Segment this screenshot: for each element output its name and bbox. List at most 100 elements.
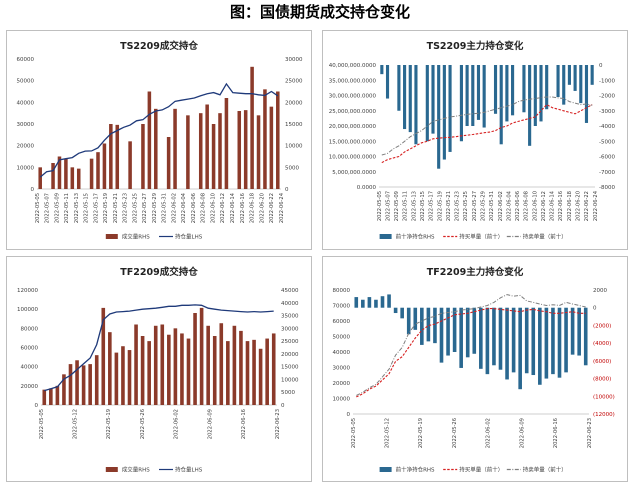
bar: [397, 65, 401, 111]
x-tick-label: 2022-06-02: [486, 418, 492, 448]
bar: [562, 65, 566, 105]
bar: [406, 307, 411, 335]
bar: [55, 385, 60, 405]
y-left-tick-label: 0: [35, 403, 39, 409]
bar: [551, 307, 555, 375]
bar: [186, 115, 190, 189]
bar: [518, 307, 522, 390]
y-left-tick-label: 40000: [333, 350, 351, 356]
bar: [94, 355, 99, 405]
x-tick-label: 2022-05-27: [142, 193, 148, 223]
y-right-tick-label: 30000: [281, 326, 299, 332]
bar: [437, 65, 441, 169]
bar: [433, 307, 437, 344]
x-tick-label: 2022-05-12: [385, 418, 391, 448]
bar: [476, 65, 481, 120]
bar: [109, 124, 113, 189]
bar: [76, 168, 81, 189]
x-tick-label: 2022-06-14: [550, 190, 556, 221]
bar: [102, 143, 107, 189]
x-tick-label: 2022-06-12: [220, 193, 226, 223]
y-left-tick-label: 20,000,000.0000: [329, 124, 377, 130]
x-tick-label: 2022-06-09: [519, 418, 525, 448]
y-left-tick-label: 35,000,000.0000: [329, 78, 377, 84]
y-left-tick-label: 10000: [17, 165, 35, 171]
bar: [237, 111, 242, 189]
y-right-tick-label: 5000: [285, 165, 299, 171]
bar: [425, 65, 429, 142]
bar: [522, 65, 526, 113]
bar: [205, 104, 209, 189]
bar: [88, 364, 92, 405]
bar: [420, 307, 424, 345]
y-right-tick-label: 15000: [281, 365, 299, 371]
y-right-tick-label: -5000: [599, 139, 615, 145]
bar: [482, 65, 486, 128]
x-tick-label: 2022-05-07: [385, 191, 391, 221]
x-tick-label: 2022-05-13: [411, 191, 417, 221]
y-left-tick-label: 5,000,000.0000: [332, 170, 376, 176]
bar: [431, 65, 435, 134]
x-tick-label: 2022-06-16: [240, 193, 246, 223]
bar: [101, 307, 106, 405]
bar: [173, 328, 178, 405]
bar: [256, 115, 261, 189]
x-tick-label: 2022-05-05: [377, 191, 383, 221]
bar: [567, 65, 571, 85]
y-right-tick-label: -7000: [599, 170, 615, 176]
bar: [153, 325, 158, 405]
bar: [211, 124, 216, 189]
bar: [128, 141, 132, 189]
y-left-tick-label: 30000: [17, 122, 35, 128]
x-tick-label: 2022-05-29: [481, 191, 487, 221]
chart-title: TS2209主力持仓变化: [427, 40, 524, 52]
bar: [186, 338, 191, 405]
series-line: [356, 308, 586, 398]
bar: [42, 389, 47, 405]
x-tick-label: 2022-06-02: [174, 409, 180, 439]
x-tick-label: 2022-06-24: [279, 192, 285, 223]
bar: [75, 360, 79, 405]
x-tick-label: 2022-06-22: [584, 191, 590, 221]
y-right-tick-label: -1000: [599, 78, 615, 84]
bar: [154, 108, 158, 189]
series-line: [39, 82, 279, 178]
y-right-tick-label: (12000): [593, 412, 615, 418]
bar: [533, 65, 537, 126]
legend-label: 持买单量（前十）: [459, 466, 503, 474]
bar: [452, 307, 457, 352]
y-left-tick-label: 20000: [333, 381, 351, 387]
y-right-tick-label: 0: [285, 187, 289, 193]
x-tick-label: 2022-06-08: [201, 193, 207, 223]
x-tick-label: 2022-06-09: [207, 409, 213, 439]
bar: [446, 307, 450, 356]
chart-ts-volume: TS2209成交持仓010000200003000040000500006000…: [17, 40, 303, 241]
bar: [564, 307, 568, 373]
bar: [577, 307, 581, 356]
x-tick-label: 2022-05-21: [446, 191, 452, 221]
bar: [218, 113, 222, 189]
bar: [224, 98, 229, 189]
x-tick-label: 2022-06-18: [250, 193, 256, 223]
x-tick-label: 2022-06-06: [515, 191, 521, 221]
x-tick-label: 2022-05-23: [123, 193, 129, 223]
bar: [127, 350, 132, 405]
x-tick-label: 2022-06-08: [524, 191, 530, 221]
y-right-tick-label: -8000: [599, 185, 615, 191]
x-tick-label: 2022-05-11: [403, 191, 409, 221]
legend-label: 持卖单量（前十）: [523, 233, 567, 241]
x-tick-label: 2022-06-16: [558, 191, 564, 221]
bar: [471, 65, 475, 126]
bar: [147, 91, 152, 189]
chart-tf-holders: TF2209主力持仓变化0100002000030000400005000060…: [333, 266, 615, 474]
bar: [544, 307, 549, 379]
bar: [51, 163, 55, 189]
x-tick-label: 2022-06-12: [541, 191, 547, 221]
bar: [226, 341, 230, 405]
x-tick-label: 2022-05-25: [132, 193, 138, 223]
legend-label: 持买单量（前十）: [459, 233, 503, 241]
y-left-tick-label: 40000: [21, 365, 39, 371]
y-left-tick-label: 0.0000: [357, 185, 377, 191]
bar: [271, 333, 276, 405]
x-tick-label: 2022-06-02: [498, 191, 504, 221]
